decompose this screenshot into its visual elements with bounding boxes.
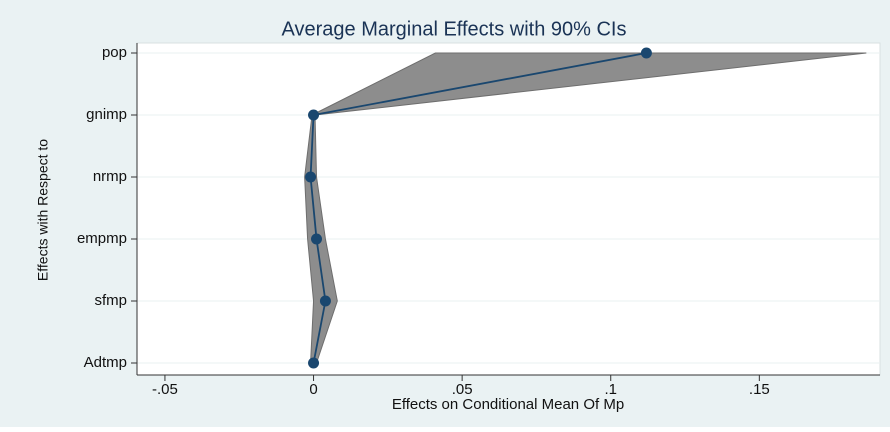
x-axis-label: Effects on Conditional Mean Of Mp bbox=[392, 396, 624, 413]
chart-title: Average Marginal Effects with 90% CIs bbox=[282, 18, 627, 40]
effect-line bbox=[309, 52, 647, 364]
point bbox=[308, 109, 320, 121]
x-tick-label: .15 bbox=[749, 381, 770, 398]
x-tick-label: .05 bbox=[452, 381, 473, 398]
point bbox=[640, 47, 652, 59]
y-tick-label: nrmp bbox=[93, 168, 127, 185]
point bbox=[311, 233, 323, 245]
y-tick-label: sfmp bbox=[94, 292, 127, 309]
point bbox=[319, 295, 331, 307]
y-tick-label: gnimp bbox=[86, 106, 127, 123]
point bbox=[308, 357, 320, 369]
y-tick-label: pop bbox=[102, 44, 127, 61]
point bbox=[305, 171, 317, 183]
x-tick-label: 0 bbox=[309, 381, 317, 398]
y-tick-label: Adtmp bbox=[84, 354, 127, 371]
y-axis-label: Effects with Respect to bbox=[35, 139, 51, 281]
x-tick-label: -.05 bbox=[152, 381, 178, 398]
x-tick-label: .1 bbox=[604, 381, 617, 398]
plot-area bbox=[136, 42, 881, 376]
y-tick-label: empmp bbox=[77, 230, 127, 247]
